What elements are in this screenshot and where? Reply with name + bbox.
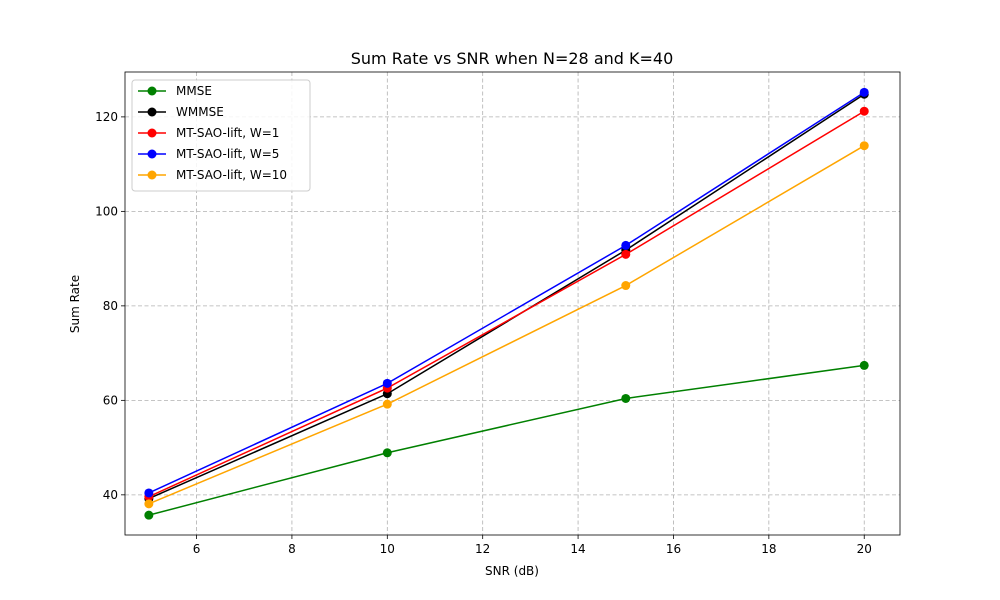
legend: MMSE WMMSE MT-SAO-lift, W=1 MT-SAO-lift, W=… bbox=[131, 79, 311, 192]
y-tick-label: 100 bbox=[95, 204, 118, 218]
data-point bbox=[621, 249, 631, 259]
data-point bbox=[382, 399, 392, 409]
data-point bbox=[859, 106, 869, 116]
plot-frame bbox=[124, 71, 901, 536]
data-point bbox=[859, 360, 869, 370]
legend-marker bbox=[147, 107, 157, 117]
series-line bbox=[148, 110, 865, 498]
x-tick-label: 8 bbox=[288, 542, 296, 556]
series-mt-sao-lift-w-5 bbox=[144, 87, 869, 498]
data-point bbox=[144, 488, 154, 498]
legend-label: MMSE bbox=[176, 84, 212, 98]
data-point bbox=[621, 281, 631, 291]
legend-marker bbox=[147, 86, 157, 96]
legend-label: WMMSE bbox=[176, 105, 224, 119]
series-line bbox=[148, 145, 865, 505]
data-point bbox=[859, 141, 869, 151]
x-tick-label: 14 bbox=[570, 542, 585, 556]
y-axis-title: Sum Rate bbox=[68, 275, 82, 333]
y-tick-label: 80 bbox=[103, 299, 118, 313]
x-axis-title: SNR (dB) bbox=[485, 564, 539, 578]
legend-marker bbox=[147, 128, 157, 138]
chart-title: Sum Rate vs SNR when N=28 and K=40 bbox=[351, 49, 674, 68]
x-tick-label: 6 bbox=[193, 542, 201, 556]
y-tick-label: 40 bbox=[103, 488, 118, 502]
series-mt-sao-lift-w-10 bbox=[144, 141, 869, 509]
legend-entry: WMMSE bbox=[138, 105, 224, 119]
x-tick-label: 10 bbox=[380, 542, 395, 556]
legend-marker bbox=[147, 170, 157, 180]
data-point bbox=[621, 240, 631, 250]
x-tick-label: 16 bbox=[666, 542, 681, 556]
y-tick-label: 60 bbox=[103, 393, 118, 407]
data-point bbox=[382, 448, 392, 458]
legend-label: MT-SAO-lift, W=1 bbox=[176, 126, 279, 140]
series-line bbox=[148, 364, 865, 516]
legend-entry: MT-SAO-lift, W=1 bbox=[138, 126, 279, 140]
axis-ticks: 6 8 10 12 14 16 18 20 40 60 80 100 120 bbox=[95, 110, 872, 556]
data-point bbox=[144, 499, 154, 509]
x-tick-label: 18 bbox=[761, 542, 776, 556]
legend-label: MT-SAO-lift, W=5 bbox=[176, 147, 279, 161]
y-tick-label: 120 bbox=[95, 110, 118, 124]
legend-marker bbox=[147, 149, 157, 159]
series-mmse bbox=[144, 360, 869, 520]
legend-entry: MT-SAO-lift, W=5 bbox=[138, 147, 279, 161]
data-point bbox=[144, 510, 154, 520]
series-line bbox=[148, 91, 865, 494]
legend-label: MT-SAO-lift, W=10 bbox=[176, 168, 287, 182]
legend-entry: MT-SAO-lift, W=10 bbox=[138, 168, 287, 182]
grid bbox=[125, 72, 900, 535]
legend-box bbox=[131, 79, 311, 192]
x-tick-label: 12 bbox=[475, 542, 490, 556]
data-point bbox=[859, 87, 869, 97]
series-layer bbox=[144, 87, 869, 520]
data-point bbox=[382, 378, 392, 388]
data-point bbox=[621, 393, 631, 403]
x-tick-label: 20 bbox=[857, 542, 872, 556]
legend-entry: MMSE bbox=[138, 84, 212, 98]
